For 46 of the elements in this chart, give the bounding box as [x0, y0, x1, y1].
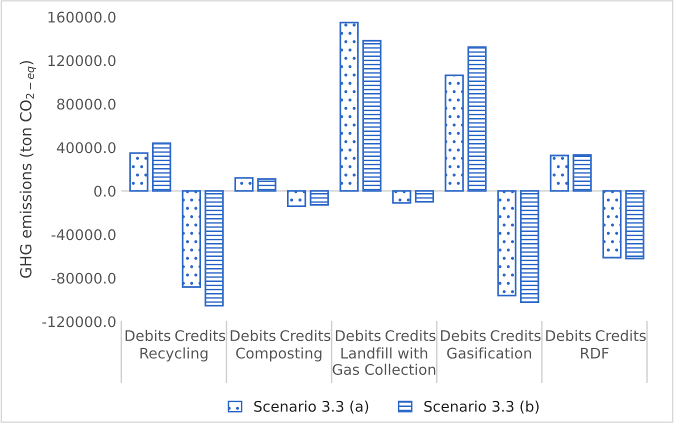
x-tick-label: Credits	[280, 330, 330, 342]
x-tick-label: Credits	[175, 330, 226, 342]
bar	[414, 190, 434, 203]
x-tick-label: Debits	[230, 330, 276, 342]
bar	[392, 190, 412, 204]
x-tick-label: Credits	[386, 330, 436, 342]
y-tick-label: 160000.0	[48, 12, 116, 23]
bar	[340, 22, 359, 192]
legend-label: Scenario 3.3 (b)	[424, 400, 539, 414]
y-axis-title: GHG emissions (ton CO$_{2−eq}$)	[20, 61, 36, 278]
bar	[625, 190, 644, 260]
bar	[257, 178, 276, 192]
bar	[550, 154, 570, 192]
bar	[572, 154, 592, 192]
y-tick-label: -80000.0	[52, 272, 116, 284]
x-tick-label: Debits	[546, 330, 591, 342]
bar	[467, 46, 487, 192]
bar	[602, 190, 622, 258]
bar	[286, 190, 306, 208]
text: RDF	[581, 348, 608, 358]
bar	[362, 40, 382, 192]
bar	[204, 190, 224, 307]
x-tick-label: Debits	[441, 330, 486, 342]
y-tick-label: -40000.0	[52, 229, 116, 240]
x-tick-label: Credits	[490, 330, 541, 342]
bar	[310, 190, 329, 206]
bar	[520, 190, 540, 304]
text: Gasification	[447, 347, 532, 359]
text: Recycling	[140, 347, 208, 362]
x-tick-label: Debits	[336, 330, 381, 342]
bar	[444, 74, 464, 192]
bar	[129, 152, 148, 192]
bar	[182, 190, 202, 288]
bar	[497, 190, 516, 296]
bar	[152, 142, 172, 192]
text: Composting	[236, 347, 322, 362]
y-tick-label: 0.0	[94, 186, 116, 197]
y-tick-label: 40000.0	[56, 142, 116, 154]
x-tick-label: Credits	[596, 330, 646, 342]
y-tick-label: -120000.0	[42, 316, 116, 328]
legend-label: Scenario 3.3 (a)	[254, 400, 368, 414]
x-tick-label: Debits	[126, 330, 170, 342]
bar	[234, 177, 254, 192]
y-tick-label: 80000.0	[57, 98, 116, 110]
text: Landfill with Gas Collection	[332, 347, 436, 375]
y-tick-label: 120000.0	[48, 55, 116, 66]
